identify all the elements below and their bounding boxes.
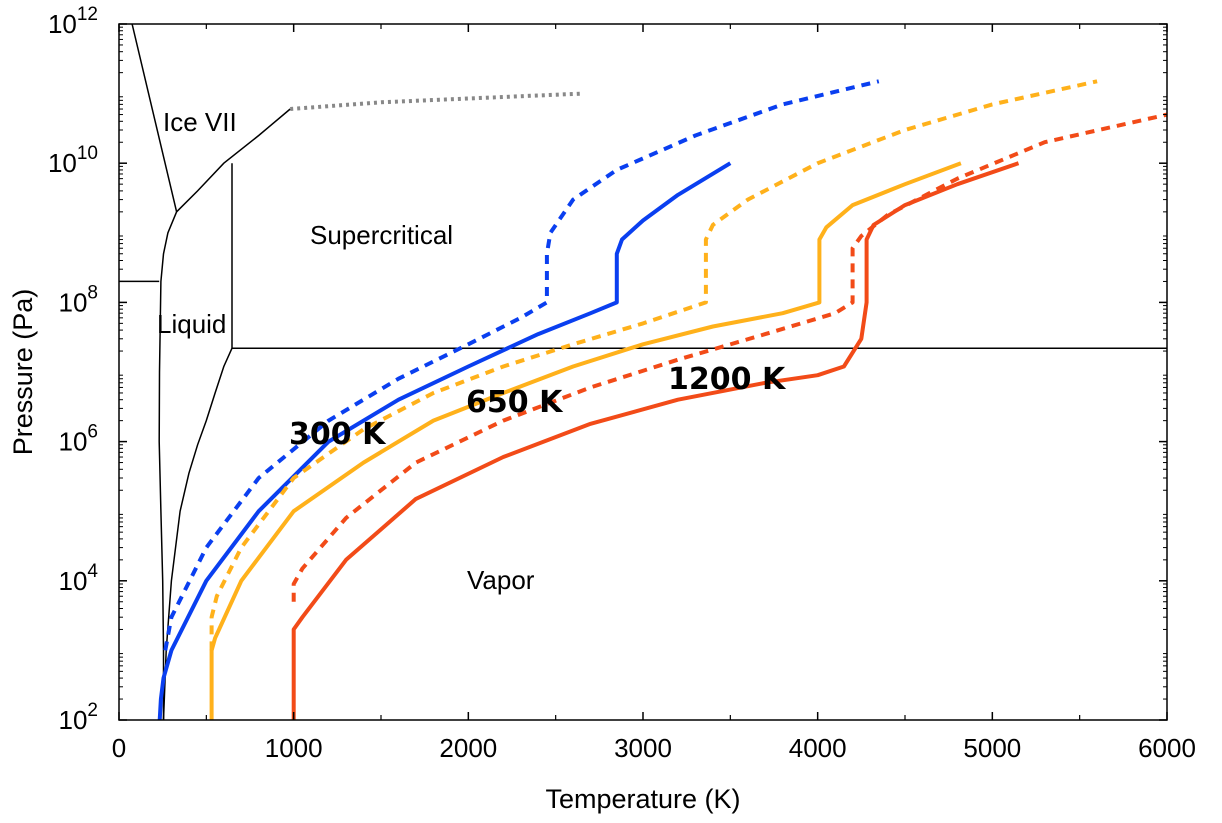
region-label-liquid: Liquid — [157, 309, 226, 339]
region-label-vapor: Vapor — [467, 565, 535, 595]
phase-boundary-ice-vii-extrapolated — [290, 91, 582, 111]
y-axis-title: Pressure (Pa) — [8, 289, 38, 456]
region-label-ice-vii: Ice VII — [163, 107, 237, 137]
x-tick-label: 0 — [112, 733, 126, 763]
x-axis-title: Temperature (K) — [545, 784, 740, 814]
y-tick-label: 102 — [59, 700, 99, 735]
series-line-300k-solid — [157, 161, 732, 720]
x-tick-label: 6000 — [1138, 733, 1196, 763]
series-line-1200k-dashed — [291, 112, 1167, 602]
chart-lines — [119, 24, 1167, 720]
y-tick-label: 1010 — [48, 143, 98, 178]
phase-boundary-ice-vii-upper — [176, 108, 291, 213]
x-tick-label: 4000 — [789, 733, 847, 763]
y-tick-labels: 102 104 106 108 1010 1012 — [48, 4, 98, 735]
y-tick-label: 1012 — [48, 4, 98, 39]
phase-boundary-vaporization-curve — [162, 347, 233, 720]
series-line-650k-dashed — [209, 79, 1098, 651]
y-tick-label: 108 — [59, 282, 99, 317]
x-tick-label: 1000 — [265, 733, 323, 763]
series-label-1200k: 1200 K — [668, 362, 787, 397]
region-label-supercritical: Supercritical — [310, 220, 453, 250]
y-tick-label: 104 — [59, 561, 99, 596]
phase-boundary-melting-curve — [158, 211, 178, 720]
y-tick-label: 106 — [59, 422, 99, 457]
x-tick-label: 5000 — [963, 733, 1021, 763]
series-line-300k-dashed — [163, 79, 880, 651]
series-label-300k: 300 K — [289, 417, 387, 452]
series-line-1200k-solid — [291, 161, 1020, 720]
x-tick-label: 2000 — [439, 733, 497, 763]
series-label-650k: 650 K — [466, 385, 564, 420]
phase-boundary-ice-vii-melting — [131, 24, 178, 212]
x-tick-labels: 0 1000 2000 3000 4000 5000 6000 — [112, 733, 1196, 763]
x-tick-label: 3000 — [614, 733, 672, 763]
series-line-650k-solid — [209, 161, 962, 720]
axis-ticks — [118, 23, 1168, 721]
